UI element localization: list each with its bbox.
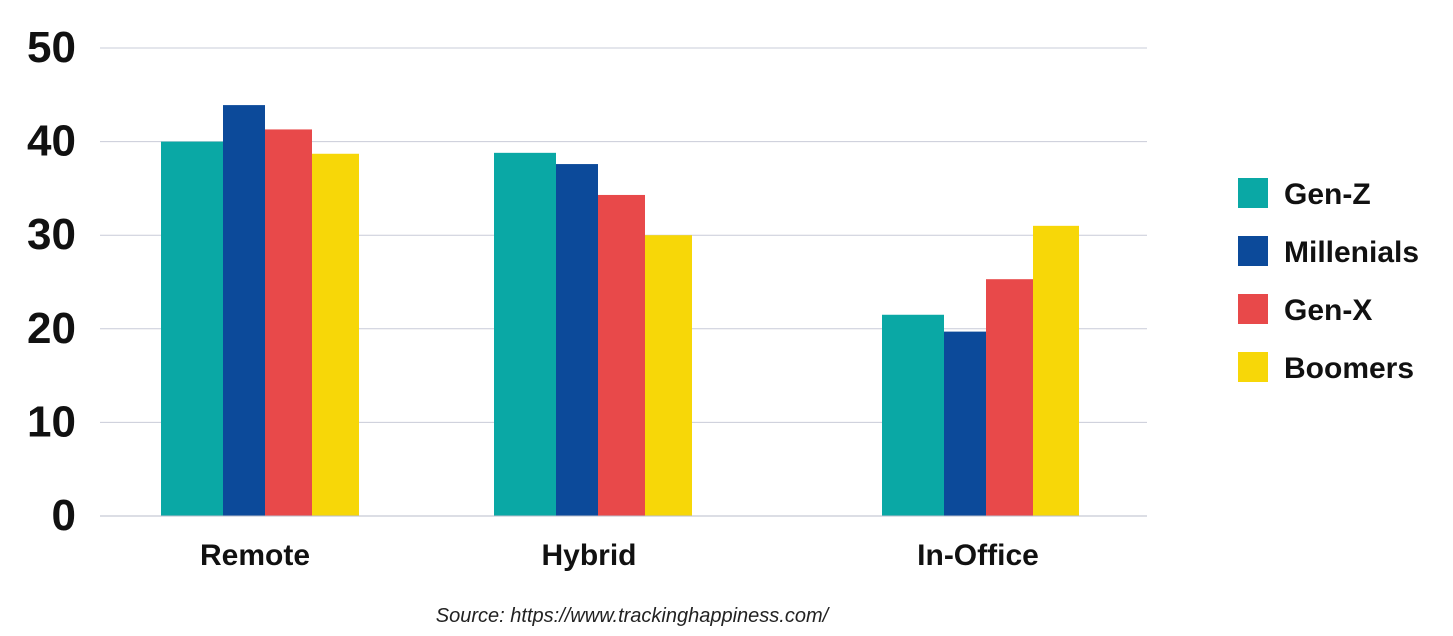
bar-in-office-millenials — [944, 331, 986, 516]
legend-label: Boomers — [1284, 352, 1414, 385]
legend-swatch — [1238, 236, 1268, 266]
y-tick-label: 30 — [27, 210, 76, 259]
y-axis-ticks: 0 10 20 30 40 50 — [27, 23, 76, 540]
bar-remote-millenials — [223, 105, 265, 516]
bar-remote-boomers — [312, 153, 359, 516]
source-note: Source: https://www.trackinghappiness.co… — [436, 605, 831, 627]
bar-hybrid-millenials — [556, 164, 598, 516]
x-category-label: Remote — [200, 539, 310, 572]
legend-label: Millenials — [1284, 236, 1419, 269]
legend-label: Gen-X — [1284, 294, 1372, 327]
bar-hybrid-gen-x — [598, 194, 645, 516]
bar-remote-gen-z — [161, 141, 223, 516]
y-tick-label: 0 — [52, 491, 76, 540]
x-category-label: In-Office — [917, 539, 1039, 572]
legend-swatch — [1238, 178, 1268, 208]
x-category-label: Hybrid — [541, 539, 636, 572]
legend-swatch — [1238, 352, 1268, 382]
bar-in-office-gen-x — [986, 279, 1033, 516]
bar-hybrid-gen-z — [494, 152, 556, 516]
legend-swatch — [1238, 294, 1268, 324]
y-tick-label: 50 — [27, 23, 76, 72]
y-tick-label: 20 — [27, 304, 76, 353]
bar-remote-gen-x — [265, 129, 312, 516]
y-tick-label: 40 — [27, 117, 76, 166]
legend: Gen-Z Millenials Gen-X Boomers — [1238, 178, 1419, 385]
bar-hybrid-boomers — [645, 235, 692, 516]
bars — [161, 105, 1079, 516]
bar-in-office-boomers — [1033, 225, 1079, 516]
legend-label: Gen-Z — [1284, 178, 1371, 211]
x-axis-labels: Remote Hybrid In-Office — [200, 539, 1039, 572]
bar-in-office-gen-z — [882, 314, 944, 516]
y-tick-label: 10 — [27, 397, 76, 446]
